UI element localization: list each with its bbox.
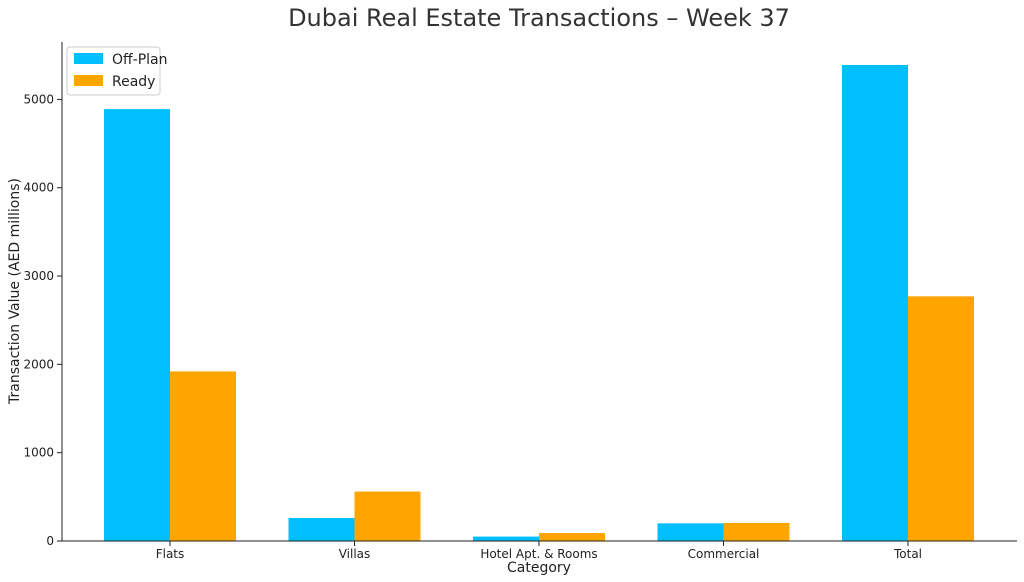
bar-ready-villas <box>354 491 421 541</box>
y-tick-label: 3000 <box>23 269 54 283</box>
bar-ready-flats <box>170 371 236 541</box>
bar-off-plan-flats <box>104 109 170 541</box>
y-tick-label: 5000 <box>23 92 54 106</box>
chart-title: Dubai Real Estate Transactions – Week 37 <box>288 4 790 32</box>
bar-off-plan-commercial <box>657 523 724 541</box>
x-tick-label: Flats <box>156 547 185 561</box>
bar-ready-commercial <box>723 522 790 541</box>
bar-ready-hotel-apt-rooms <box>539 533 605 541</box>
x-tick-label: Total <box>893 547 922 561</box>
y-tick-label: 0 <box>46 534 54 548</box>
x-tick-label: Commercial <box>688 547 760 561</box>
y-axis-label: Transaction Value (AED millions) <box>7 178 23 405</box>
x-tick-label: Hotel Apt. & Rooms <box>480 547 597 561</box>
x-tick-label: Villas <box>339 547 371 561</box>
bar-off-plan-total <box>842 64 908 541</box>
legend-swatch <box>74 75 103 86</box>
y-tick-label: 4000 <box>23 181 54 195</box>
y-tick-label: 1000 <box>23 446 54 460</box>
bar-off-plan-villas <box>288 518 355 541</box>
legend-swatch <box>74 53 103 64</box>
plot-area: Flats Villas Hotel Apt. & Rooms Commercial T… <box>23 42 1017 561</box>
legend-label: Off-Plan <box>112 52 168 68</box>
bar-off-plan-hotel-apt-rooms <box>473 536 539 541</box>
x-axis-label: Category <box>507 560 571 576</box>
legend: Off-Plan Ready <box>66 46 168 96</box>
legend-label: Ready <box>112 74 155 90</box>
y-tick-label: 2000 <box>23 357 54 371</box>
bar-ready-total <box>908 296 974 541</box>
